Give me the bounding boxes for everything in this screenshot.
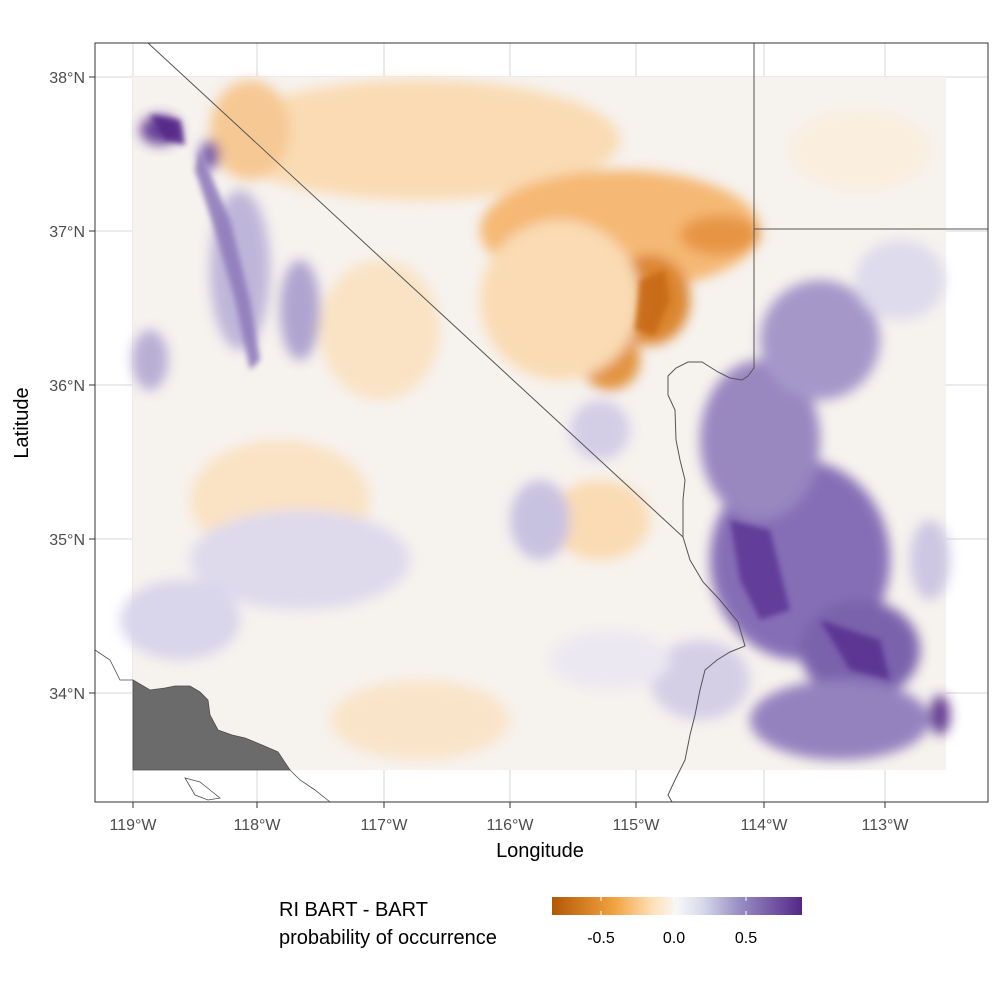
ocean-mask xyxy=(132,679,291,771)
y-tick-label: 37°N xyxy=(49,224,85,241)
legend-title-line2: probability of occurrence xyxy=(279,927,497,949)
y-axis-title: Latitude xyxy=(11,387,33,458)
panel-border xyxy=(94,42,989,803)
channel-island xyxy=(184,777,221,801)
x-tick-label: 114°W xyxy=(740,817,788,834)
difference-raster xyxy=(120,77,950,770)
axis-ticks xyxy=(89,76,886,808)
x-tick-label: 113°W xyxy=(861,817,909,834)
legend-tick-label: -0.5 xyxy=(587,930,615,947)
state-boundaries xyxy=(147,43,988,802)
x-tick-labels: 119°W 118°W 117°W 116°W 115°W 114°W 113°… xyxy=(109,817,909,834)
x-tick-label: 119°W xyxy=(109,817,157,834)
x-tick-label: 118°W xyxy=(233,817,281,834)
y-tick-label: 35°N xyxy=(49,532,85,549)
y-tick-label: 38°N xyxy=(49,70,85,87)
y-tick-label: 36°N xyxy=(49,378,85,395)
y-tick-label: 34°N xyxy=(49,686,85,703)
x-tick-label: 116°W xyxy=(486,817,534,834)
y-tick-labels: 38°N 37°N 36°N 35°N 34°N xyxy=(49,70,85,703)
x-axis-title: Longitude xyxy=(496,840,584,862)
coastline xyxy=(94,649,331,803)
x-tick-label: 117°W xyxy=(360,817,408,834)
legend: RI BART - BART probability of occurrence… xyxy=(279,897,802,949)
legend-tick-label: 0.5 xyxy=(735,930,757,947)
x-tick-label: 115°W xyxy=(612,817,660,834)
legend-title-line1: RI BART - BART xyxy=(279,899,428,921)
legend-tick-label: 0.0 xyxy=(663,930,685,947)
legend-colorbar xyxy=(552,897,802,915)
